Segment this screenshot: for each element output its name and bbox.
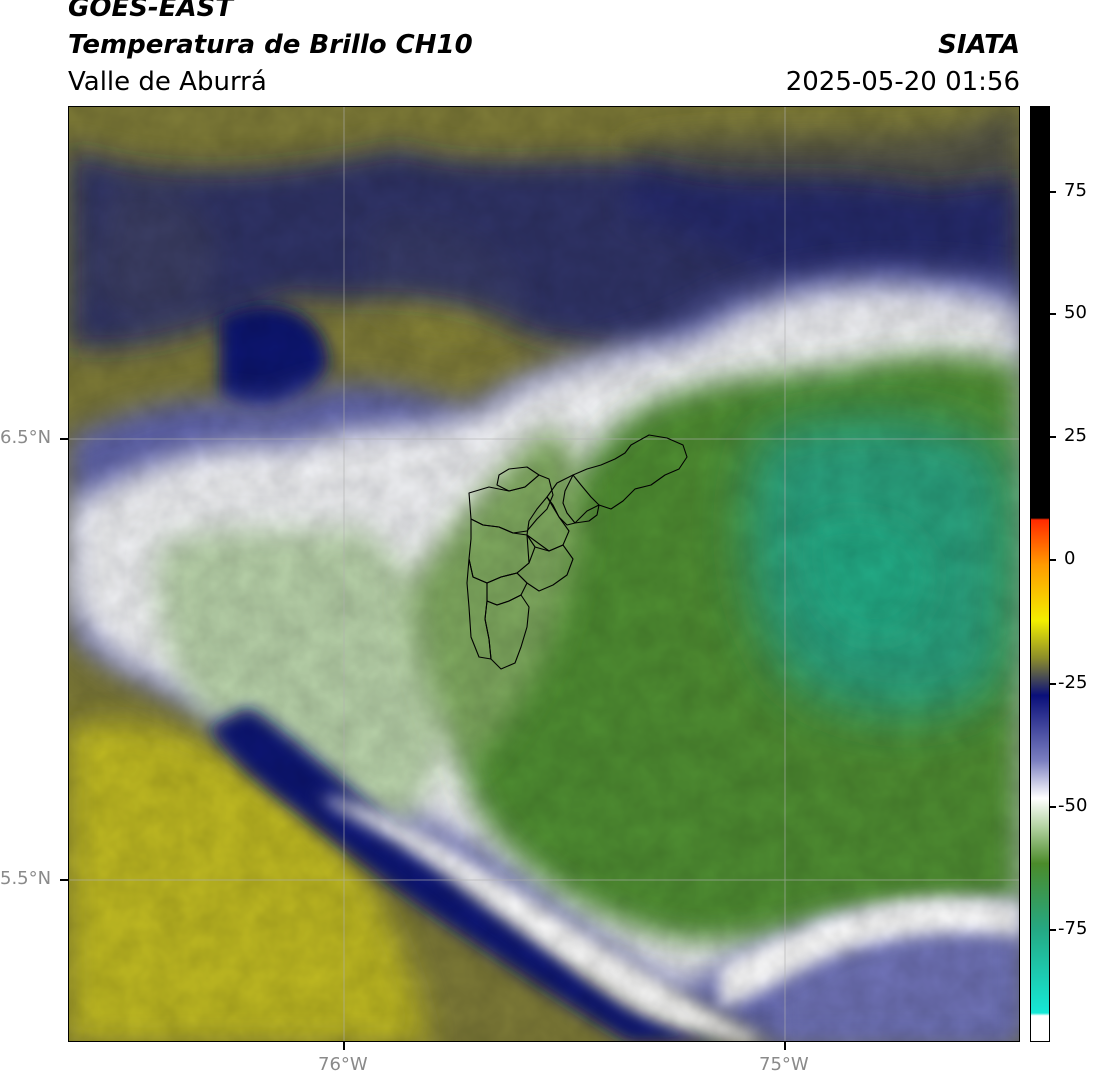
colorbar-tick-mark-minus75 [1050, 929, 1056, 931]
lon-tick-label-75: 75°W [759, 1054, 809, 1075]
map-canvas [69, 107, 1019, 1041]
lat-tick-mark-6-5 [60, 438, 68, 440]
lon-tick-mark-75 [784, 1042, 786, 1050]
colorbar-tick-mark-50 [1050, 313, 1056, 315]
temperature-colorbar [1030, 106, 1050, 1042]
region-label: Valle de Aburrá [68, 67, 267, 97]
municipality-outline-barbosa-north [496, 466, 540, 492]
texture-noise [69, 107, 1019, 1041]
colorbar-tick-0: 0 [1064, 548, 1076, 569]
datetime-label: 2025-05-20 01:56 [785, 67, 1020, 97]
municipality-outline-copacabana [526, 496, 570, 552]
lon-tick-mark-76 [343, 1042, 345, 1050]
brightness-temperature-map[interactable] [68, 106, 1020, 1042]
lat-tick-mark-5-5 [60, 879, 68, 881]
satellite-title: GOES-EAST [68, 0, 234, 23]
valle-de-aburra-boundaries [466, 434, 688, 670]
colorbar-tick-50: 50 [1064, 302, 1087, 323]
colorbar-tick-25: 25 [1064, 425, 1087, 446]
graticule [69, 107, 1019, 1041]
colorbar-tick-minus50: -50 [1058, 795, 1088, 816]
colorbar-tick-mark-75 [1050, 191, 1056, 193]
municipality-outline-north [546, 434, 688, 526]
lat-tick-label-5-5: 5.5°N [0, 868, 52, 889]
colorbar-tick-mark-minus50 [1050, 806, 1056, 808]
colorbar-tick-minus75: -75 [1058, 918, 1088, 939]
colorbar-tick-minus25: -25 [1058, 672, 1088, 693]
lon-tick-label-76: 76°W [318, 1054, 368, 1075]
lat-tick-label-6-5: 6.5°N [0, 427, 52, 448]
municipality-outline-medellin-east [516, 534, 574, 592]
colorbar-tick-75: 75 [1064, 180, 1087, 201]
organization-label: SIATA [938, 30, 1020, 60]
colorbar-tick-mark-25 [1050, 436, 1056, 438]
colorbar-tick-mark-minus25 [1050, 683, 1056, 685]
colorbar-tick-mark-0 [1050, 559, 1056, 561]
municipality-outline-girardota [562, 474, 600, 524]
municipality-outline-west [466, 558, 492, 660]
product-title: Temperatura de Brillo CH10 [68, 30, 473, 60]
